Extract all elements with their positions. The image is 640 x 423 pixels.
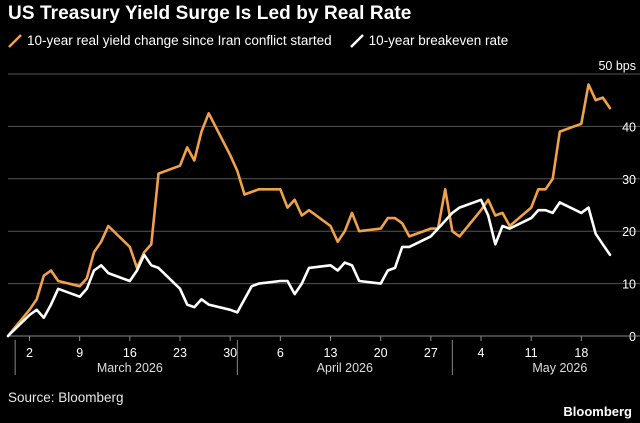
x-tick-label: 23 bbox=[173, 346, 187, 360]
y-tick-label: 40 bbox=[622, 120, 636, 134]
y-tick-label: 10 bbox=[622, 278, 636, 292]
legend-item-real-yield: 10-year real yield change since Iran con… bbox=[8, 33, 332, 48]
legend: 10-year real yield change since Iran con… bbox=[8, 33, 526, 48]
y-tick-label: 20 bbox=[622, 225, 636, 239]
x-tick-label: 27 bbox=[424, 346, 438, 360]
legend-item-breakeven: 10-year breakeven rate bbox=[349, 33, 509, 48]
x-tick-label: 2 bbox=[26, 346, 33, 360]
month-label: April 2026 bbox=[317, 361, 373, 375]
y-tick-label: 50 bps bbox=[598, 59, 636, 73]
legend-label-breakeven: 10-year breakeven rate bbox=[368, 33, 509, 48]
x-tick-label: 6 bbox=[277, 346, 284, 360]
x-tick-label: 13 bbox=[324, 346, 338, 360]
source-note: Source: Bloomberg bbox=[8, 390, 124, 405]
legend-label-real-yield: 10-year real yield change since Iran con… bbox=[27, 33, 332, 48]
series-line-breakeven bbox=[6, 198, 612, 338]
x-tick-label: 18 bbox=[574, 346, 588, 360]
month-label: March 2026 bbox=[97, 361, 163, 375]
brand-logo: Bloomberg bbox=[563, 404, 632, 419]
y-tick-label: 0 bbox=[629, 330, 636, 344]
x-tick-label: 4 bbox=[478, 346, 485, 360]
legend-line-icon bbox=[349, 33, 364, 48]
x-tick-label: 9 bbox=[76, 346, 83, 360]
month-label: May 2026 bbox=[532, 361, 587, 375]
chart-title: US Treasury Yield Surge Is Led by Real R… bbox=[8, 3, 412, 24]
legend-line-icon bbox=[8, 33, 22, 48]
x-tick-label: 16 bbox=[123, 346, 137, 360]
x-tick-label: 20 bbox=[374, 346, 388, 360]
x-tick-label: 30 bbox=[223, 346, 237, 360]
series-line-real-yield bbox=[6, 83, 612, 338]
x-tick-label: 11 bbox=[525, 346, 538, 360]
y-tick-label: 30 bbox=[622, 173, 636, 187]
